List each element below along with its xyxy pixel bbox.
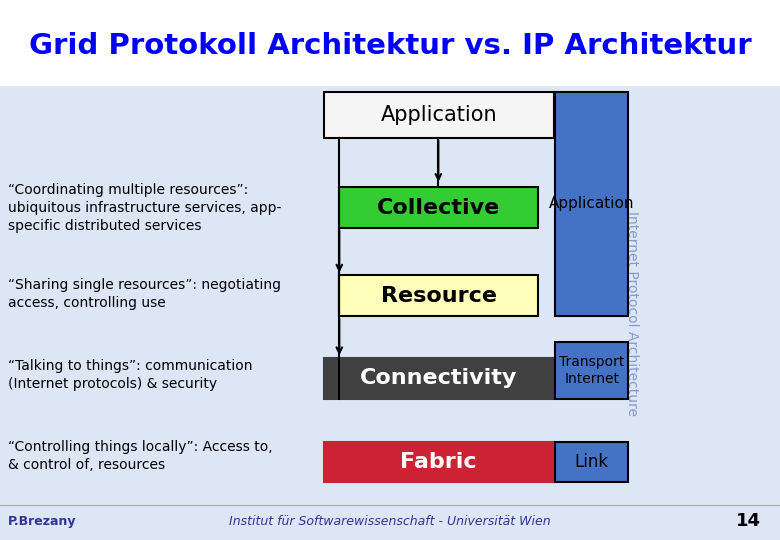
Text: Internet Protocol Architecture: Internet Protocol Architecture xyxy=(625,211,639,416)
FancyBboxPatch shape xyxy=(555,92,628,316)
FancyBboxPatch shape xyxy=(555,342,628,399)
Text: Connectivity: Connectivity xyxy=(360,368,517,388)
Text: “Talking to things”: communication
(Internet protocols) & security: “Talking to things”: communication (Inte… xyxy=(8,360,252,391)
Text: “Coordinating multiple resources”:
ubiquitous infrastructure services, app-
spec: “Coordinating multiple resources”: ubiqu… xyxy=(8,183,281,233)
Text: Fabric: Fabric xyxy=(400,452,477,472)
Text: P.Brezany: P.Brezany xyxy=(8,515,76,528)
FancyBboxPatch shape xyxy=(324,92,554,138)
FancyBboxPatch shape xyxy=(339,187,538,228)
Text: “Sharing single resources”: negotiating
access, controlling use: “Sharing single resources”: negotiating … xyxy=(8,279,281,310)
FancyBboxPatch shape xyxy=(0,0,780,86)
Text: Collective: Collective xyxy=(377,198,501,218)
Text: 14: 14 xyxy=(736,512,760,530)
Text: Grid Protokoll Architektur vs. IP Architektur: Grid Protokoll Architektur vs. IP Archit… xyxy=(29,32,751,60)
Text: Institut für Softwarewissenschaft - Universität Wien: Institut für Softwarewissenschaft - Univ… xyxy=(229,515,551,528)
Text: Application: Application xyxy=(381,105,497,125)
Text: Link: Link xyxy=(575,453,608,471)
Text: Application: Application xyxy=(549,197,634,211)
FancyBboxPatch shape xyxy=(324,442,554,482)
FancyBboxPatch shape xyxy=(555,442,628,482)
Text: “Controlling things locally”: Access to,
& control of, resources: “Controlling things locally”: Access to,… xyxy=(8,441,272,472)
Text: Resource: Resource xyxy=(381,286,497,306)
FancyBboxPatch shape xyxy=(324,358,554,399)
FancyBboxPatch shape xyxy=(339,275,538,316)
Text: Transport
Internet: Transport Internet xyxy=(559,355,624,386)
